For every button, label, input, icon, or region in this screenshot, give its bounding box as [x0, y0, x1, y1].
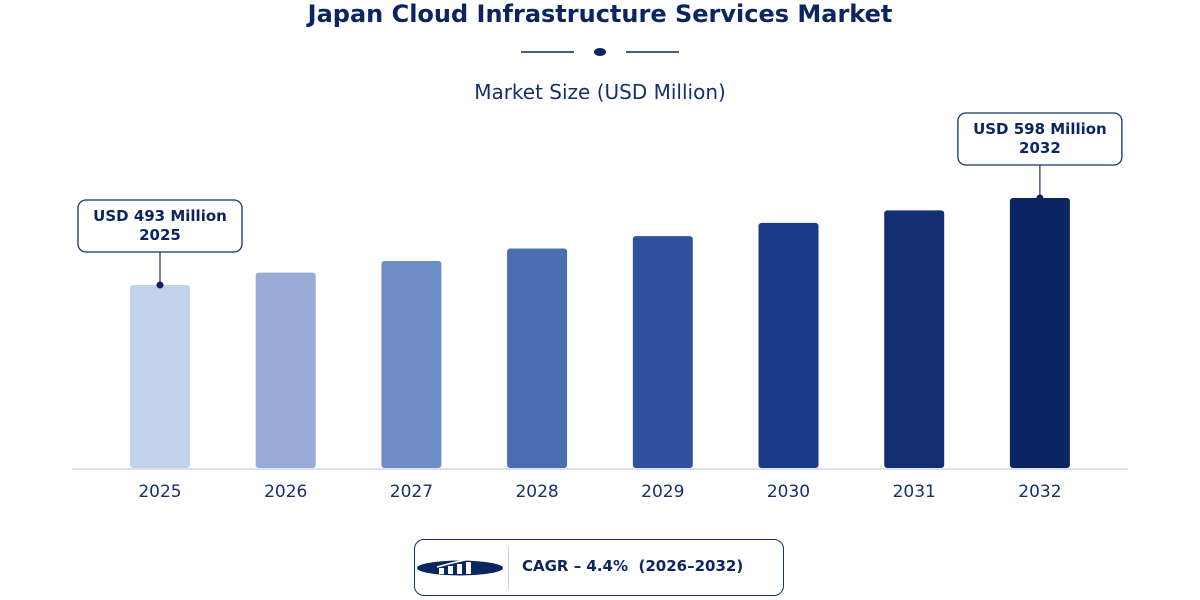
bar-2032 [1009, 198, 1070, 468]
bar-2029 [632, 236, 693, 468]
x-tick-label-2026: 2026 [264, 482, 307, 502]
x-tick-label-2028: 2028 [515, 482, 558, 502]
bar-2025 [130, 285, 190, 468]
bar-chart: 2025 2026 2027 2028 2029 2030 2031 2032 USD 493… [72, 112, 1128, 502]
x-tick-label-2027: 2027 [390, 482, 433, 502]
callout-2032-line2: 2032 [1019, 139, 1061, 157]
x-tick-label-2029: 2029 [641, 482, 684, 502]
bar-2028 [507, 248, 568, 468]
callout-marker-2032 [1036, 194, 1044, 202]
callout-2025-line1: USD 493 Million [93, 207, 227, 225]
callout-2032-line1: USD 598 Million [973, 120, 1107, 138]
x-tick-label-2032: 2032 [1018, 482, 1061, 502]
title-divider [521, 48, 679, 56]
growth-chart-icon [417, 556, 503, 576]
cagr-label: CAGR – 4.4% (2026–2032) [522, 557, 744, 575]
cagr-separator [508, 546, 509, 590]
cagr-badge: CAGR – 4.4% (2026–2032) [414, 539, 784, 596]
chart-subtitle: Market Size (USD Million) [474, 80, 726, 104]
callout-marker-2025 [156, 281, 164, 289]
chart-title: Japan Cloud Infrastructure Services Mark… [307, 0, 893, 28]
x-tick-label-2030: 2030 [767, 482, 810, 502]
bar-2026 [255, 272, 316, 468]
bar-2031 [884, 210, 945, 468]
callout-2025-line2: 2025 [139, 226, 181, 244]
x-tick-label-2025: 2025 [138, 482, 181, 502]
x-tick-label-2031: 2031 [893, 482, 936, 502]
bar-2030 [758, 222, 819, 468]
bar-2027 [381, 260, 442, 468]
